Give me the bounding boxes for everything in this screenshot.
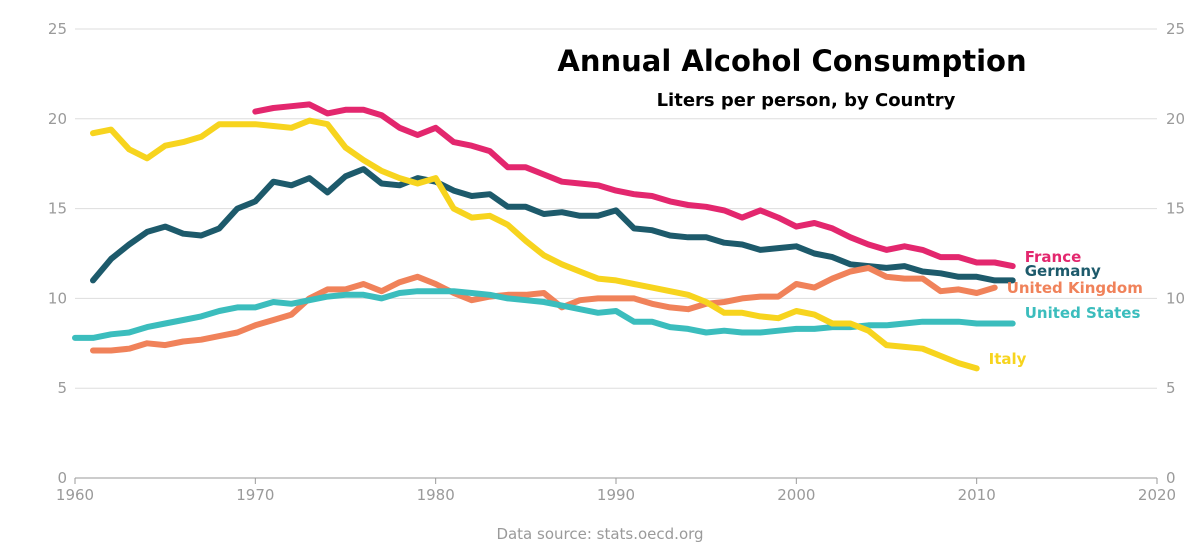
series-label-italy: Italy [989, 350, 1027, 368]
y-tick-label-right: 0 [1166, 469, 1176, 487]
x-tick-label: 2020 [1138, 486, 1176, 504]
x-tick-label: 1970 [236, 486, 274, 504]
y-tick-label-right: 25 [1166, 20, 1185, 38]
y-tick-label-left: 5 [57, 379, 67, 397]
x-tick-label: 1980 [417, 486, 455, 504]
x-tick-label: 2010 [958, 486, 996, 504]
y-tick-label-right: 20 [1166, 110, 1185, 128]
series-label-germany: Germany [1025, 262, 1101, 280]
series-line-united-kingdom [90, 264, 998, 354]
y-tick-label-left: 0 [57, 469, 67, 487]
series-line-germany [90, 166, 1016, 284]
series-label-united-kingdom: United Kingdom [1007, 279, 1143, 297]
chart-title: Annual Alcohol Consumption [557, 44, 1026, 78]
series-label-united-states: United States [1025, 304, 1141, 322]
y-tick-label-right: 10 [1166, 289, 1185, 307]
series-label-france: France [1025, 248, 1082, 266]
series-layer [72, 101, 1016, 372]
y-tick-label-left: 25 [48, 20, 67, 38]
series-line-france [252, 101, 1016, 270]
y-tick-label-left: 15 [48, 200, 67, 218]
x-tick-label: 1960 [56, 486, 94, 504]
chart-subtitle: Liters per person, by Country [657, 90, 956, 111]
y-tick-label-right: 15 [1166, 200, 1185, 218]
y-tick-label-left: 10 [48, 289, 67, 307]
x-tick-label: 2000 [777, 486, 815, 504]
y-tick-label-right: 5 [1166, 379, 1176, 397]
series-line-italy [90, 117, 980, 372]
data-source-note: Data source: stats.oecd.org [496, 525, 703, 543]
y-tick-label-left: 20 [48, 110, 67, 128]
x-tick-label: 1990 [597, 486, 635, 504]
